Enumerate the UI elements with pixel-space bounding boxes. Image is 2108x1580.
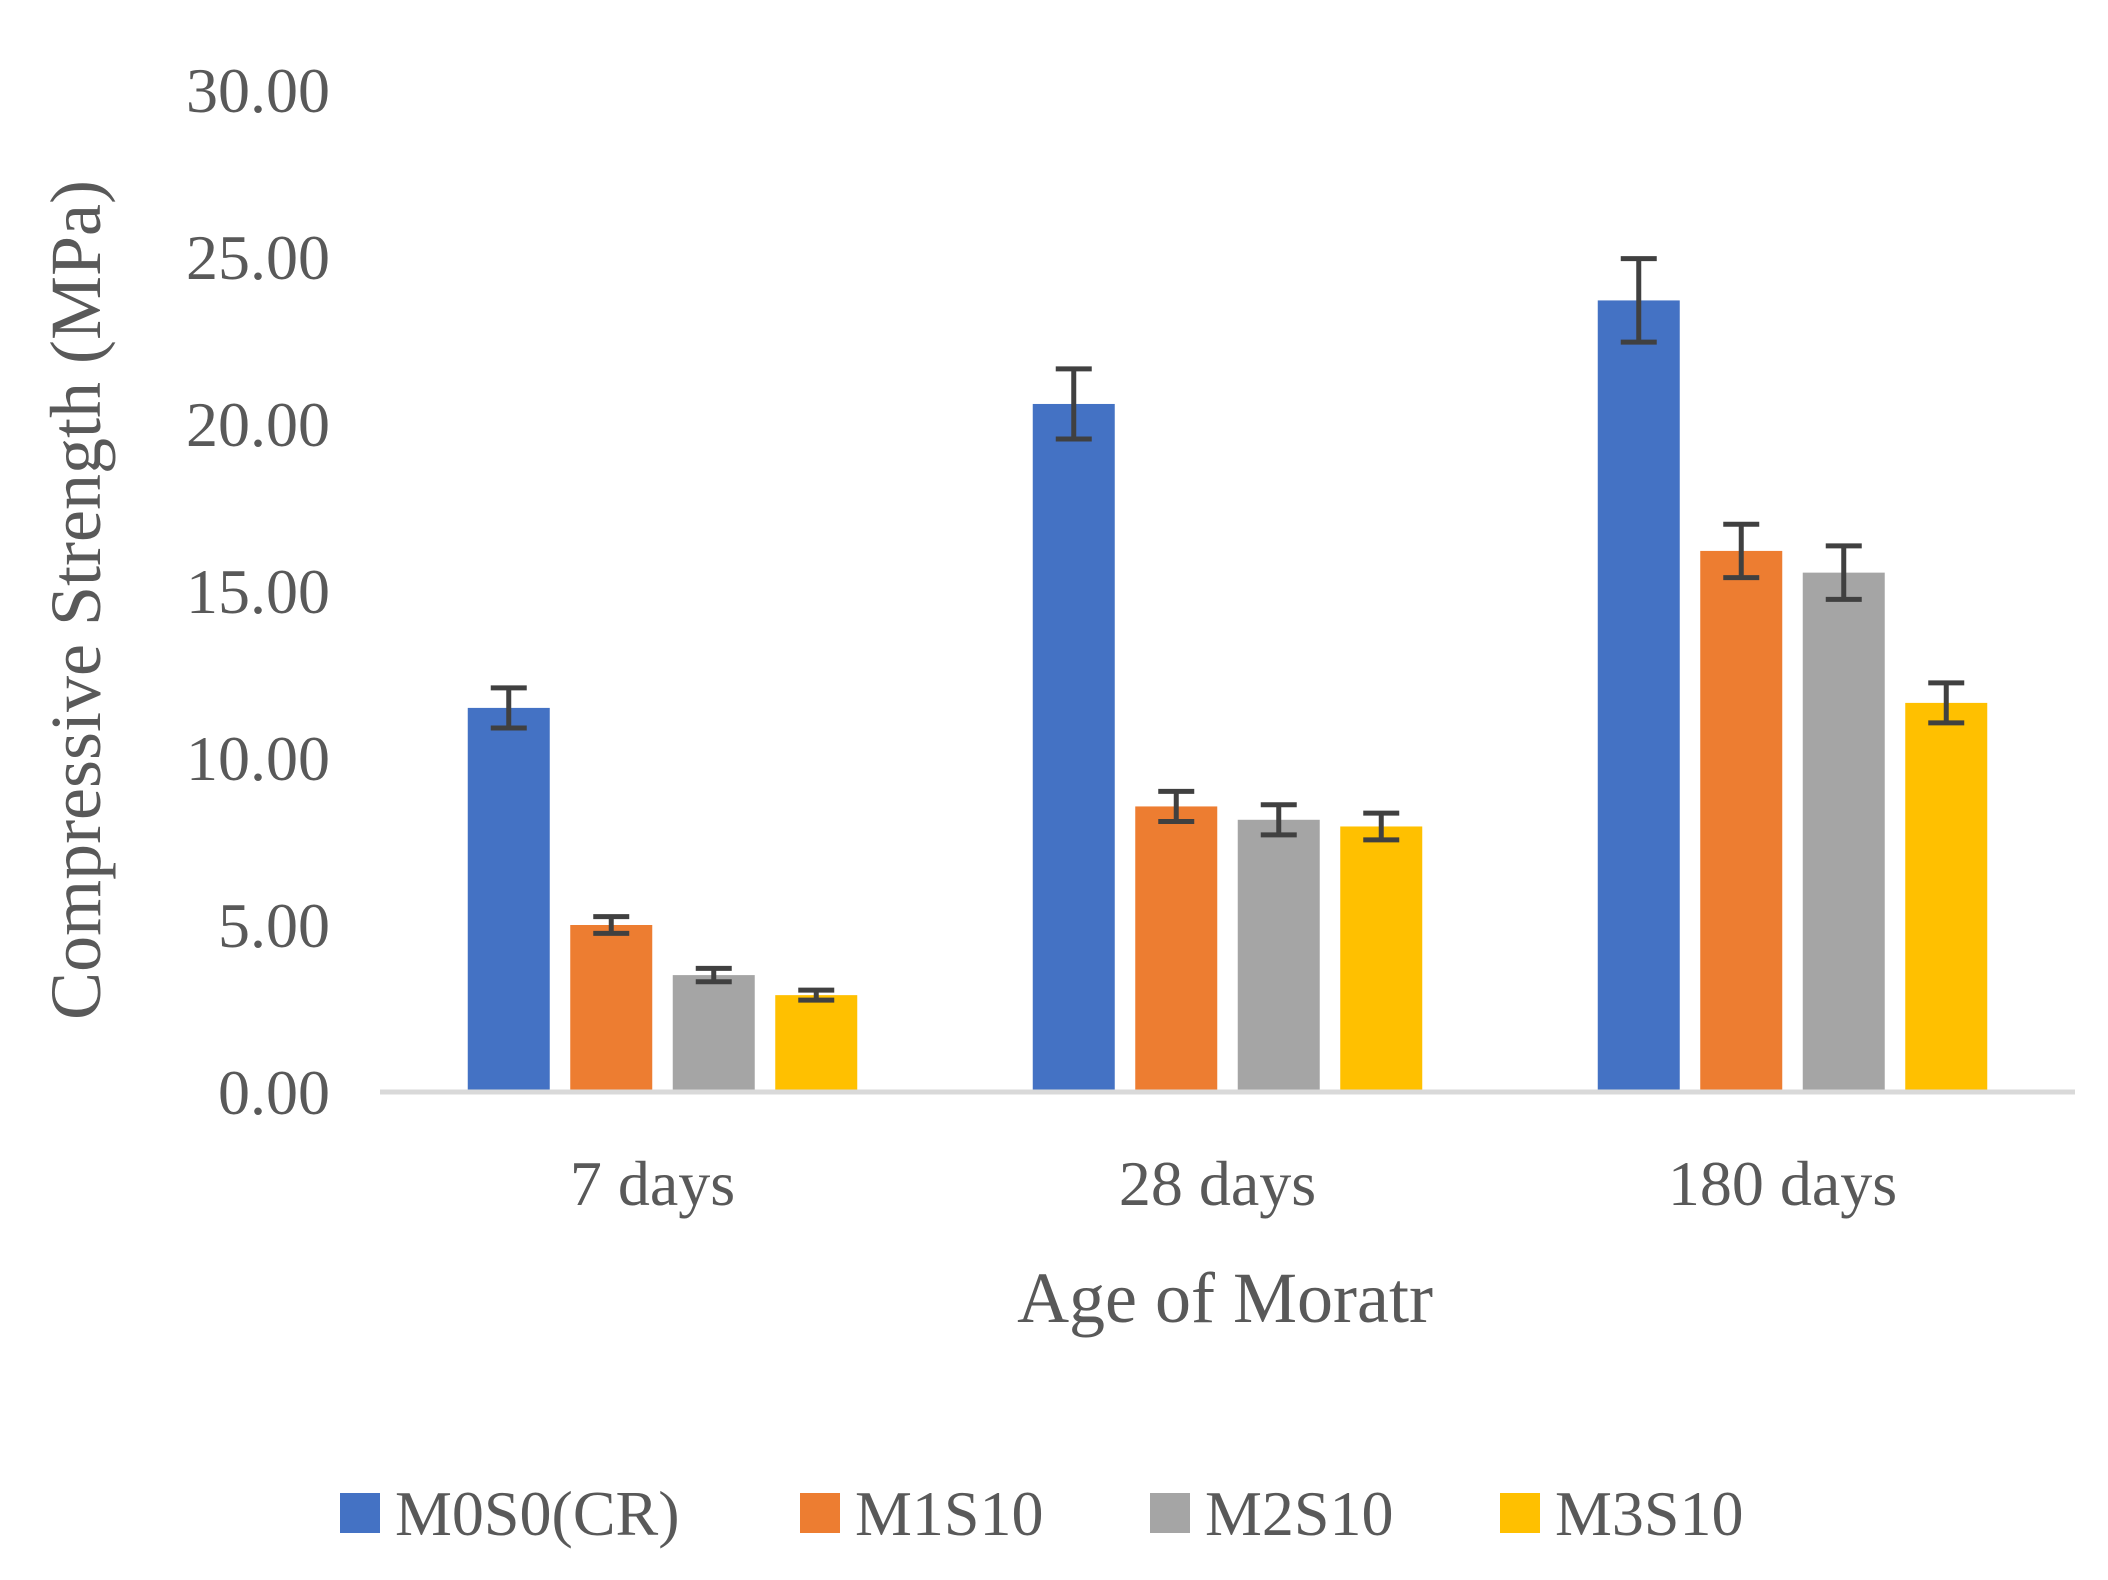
bar-m3s10-2 [1905, 702, 1988, 1092]
legend-item: M2S10 [1150, 1478, 1394, 1549]
legend-label: M1S10 [855, 1478, 1044, 1549]
x-tick-label: 180 days [1668, 1148, 1897, 1219]
y-tick-label: 10.00 [186, 723, 330, 794]
bar-m3s10-0 [775, 995, 858, 1092]
legend-swatch [1150, 1493, 1190, 1533]
error-bar [798, 987, 835, 1003]
bar-m2s10-2 [1802, 572, 1885, 1092]
legend-item: M0S0(CR) [340, 1478, 680, 1549]
error-bar [1363, 810, 1400, 843]
y-tick-label: 15.00 [186, 556, 330, 627]
x-tick-label: 7 days [570, 1148, 735, 1219]
bar-m2s10-1 [1237, 819, 1320, 1092]
error-bar [490, 685, 527, 731]
y-tick-label: 20.00 [186, 389, 330, 460]
bar-m1s10-0 [570, 925, 653, 1092]
legend-label: M2S10 [1205, 1478, 1394, 1549]
y-axis-title: Compressive Strength (MPa) [36, 180, 116, 1020]
legend: M0S0(CR) M1S10 M2S10 M3S10 [340, 1478, 1744, 1549]
bar-m0s0-cr--1 [1032, 403, 1115, 1093]
legend-swatch [340, 1493, 380, 1533]
error-bar [593, 914, 630, 936]
x-axis-title: Age of Moratr [1017, 1258, 1433, 1338]
error-bar [1055, 366, 1092, 442]
bar-m0s0-cr--0 [467, 707, 550, 1092]
error-bar [1723, 521, 1760, 581]
error-bars [490, 256, 1965, 1003]
error-bar [1158, 788, 1195, 824]
error-bar [1928, 680, 1965, 726]
bar-m1s10-1 [1135, 806, 1218, 1092]
legend-label: M0S0(CR) [395, 1478, 680, 1549]
error-bar [1260, 802, 1297, 838]
x-axis-ticks: 7 days 28 days 180 days [570, 1148, 1897, 1219]
x-tick-label: 28 days [1119, 1148, 1316, 1219]
bar-m0s0-cr--2 [1597, 300, 1680, 1092]
error-bar [1620, 256, 1657, 345]
legend-label: M3S10 [1555, 1478, 1744, 1549]
y-tick-label: 5.00 [218, 890, 330, 961]
bars [467, 300, 1988, 1093]
y-tick-label: 25.00 [186, 222, 330, 293]
error-bar [1825, 543, 1862, 602]
y-tick-label: 30.00 [186, 55, 330, 126]
y-tick-label: 0.00 [218, 1057, 330, 1128]
legend-item: M1S10 [800, 1478, 1044, 1549]
error-bar [695, 965, 732, 985]
bar-m1s10-2 [1700, 550, 1783, 1092]
y-axis-ticks: 0.00 5.00 10.00 15.00 20.00 25.00 30.00 [186, 55, 330, 1128]
legend-swatch [1500, 1493, 1540, 1533]
bar-m3s10-1 [1340, 826, 1423, 1092]
legend-swatch [800, 1493, 840, 1533]
legend-item: M3S10 [1500, 1478, 1744, 1549]
bar-m2s10-0 [672, 975, 755, 1092]
